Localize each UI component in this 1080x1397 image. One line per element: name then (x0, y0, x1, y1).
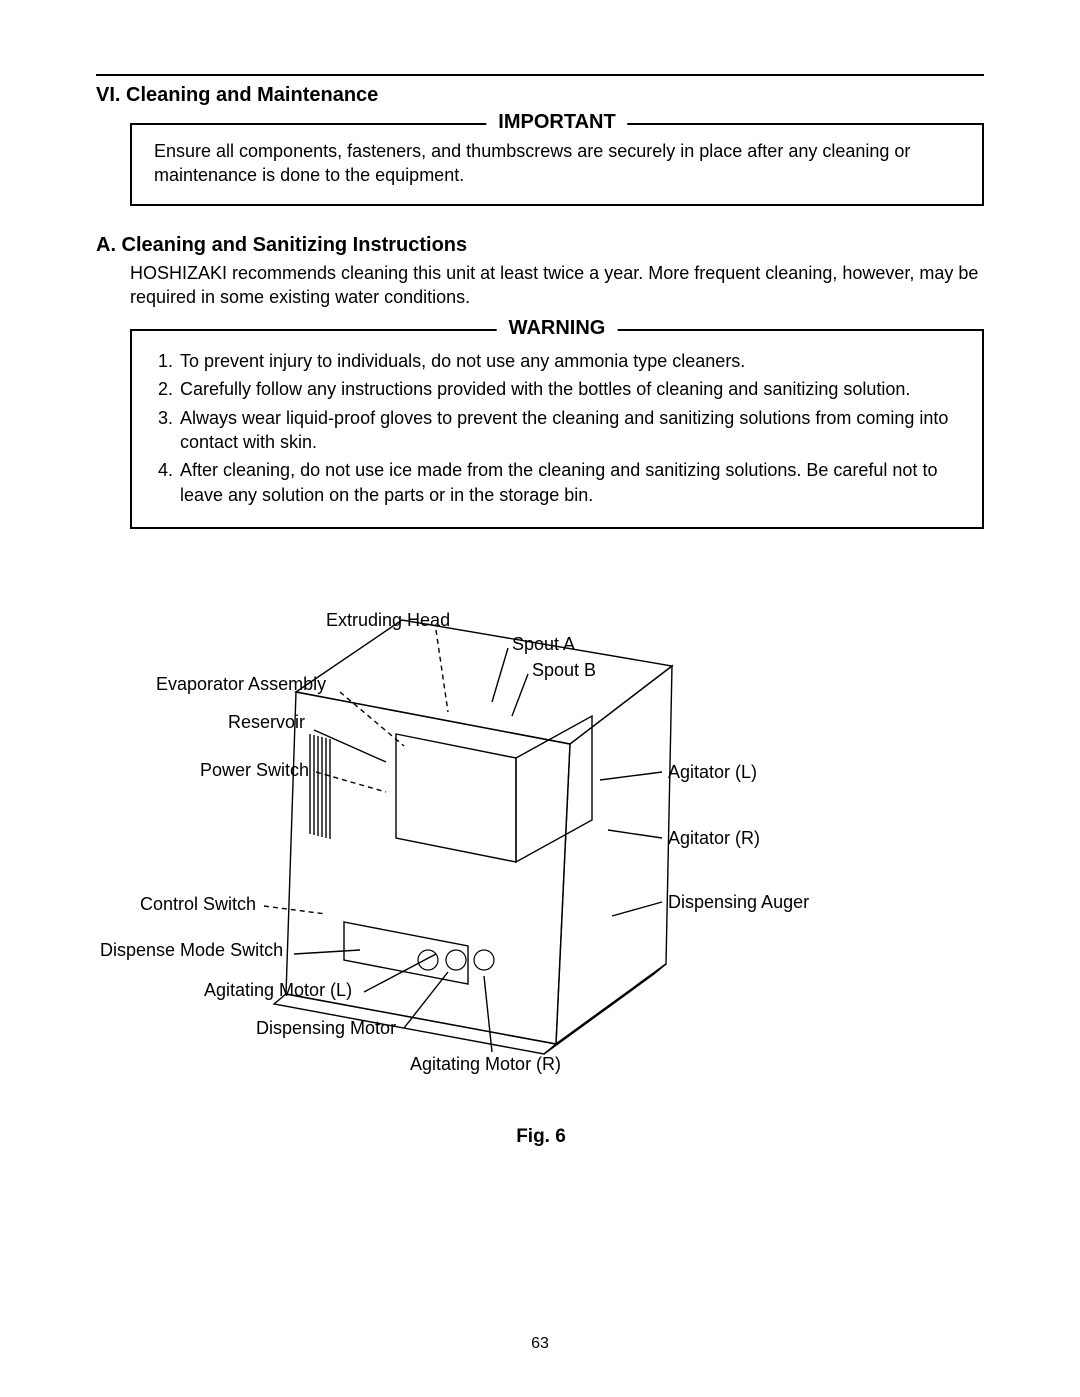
label-power-switch: Power Switch (200, 760, 309, 782)
label-agitator-r: Agitator (R) (668, 828, 760, 850)
warning-list: To prevent injury to individuals, do not… (154, 349, 960, 507)
important-text: Ensure all components, fasteners, and th… (154, 139, 960, 188)
label-agitating-motor-l: Agitating Motor (L) (204, 980, 352, 1002)
label-spout-b: Spout B (532, 660, 596, 682)
warning-item: Always wear liquid-proof gloves to preve… (178, 406, 960, 455)
page-number: 63 (531, 1335, 549, 1353)
label-agitating-motor-r: Agitating Motor (R) (410, 1054, 561, 1076)
label-evaporator-assembly: Evaporator Assembly (156, 674, 326, 696)
subsection-heading: A. Cleaning and Sanitizing Instructions (96, 234, 984, 257)
warning-item: Carefully follow any instructions provid… (178, 377, 960, 401)
important-label: IMPORTANT (486, 111, 627, 134)
warning-box: WARNING To prevent injury to individuals… (130, 329, 984, 529)
label-dispensing-motor: Dispensing Motor (256, 1018, 396, 1040)
figure-6: Extruding Head Spout A Spout B Evaporato… (96, 604, 986, 1124)
label-agitator-l: Agitator (L) (668, 762, 757, 784)
label-dispense-mode-switch: Dispense Mode Switch (100, 940, 283, 962)
subsection-text: HOSHIZAKI recommends cleaning this unit … (96, 261, 984, 310)
page-rule (96, 74, 984, 76)
label-extruding-head: Extruding Head (326, 610, 450, 632)
label-control-switch: Control Switch (140, 894, 256, 916)
section-heading: VI. Cleaning and Maintenance (96, 84, 984, 107)
warning-item: After cleaning, do not use ice made from… (178, 458, 960, 507)
warning-item: To prevent injury to individuals, do not… (178, 349, 960, 373)
figure-caption: Fig. 6 (516, 1126, 566, 1148)
label-spout-a: Spout A (512, 634, 575, 656)
label-reservoir: Reservoir (228, 712, 305, 734)
important-box: IMPORTANT Ensure all components, fastene… (130, 123, 984, 206)
label-dispensing-auger: Dispensing Auger (668, 892, 809, 914)
warning-label: WARNING (497, 317, 618, 340)
